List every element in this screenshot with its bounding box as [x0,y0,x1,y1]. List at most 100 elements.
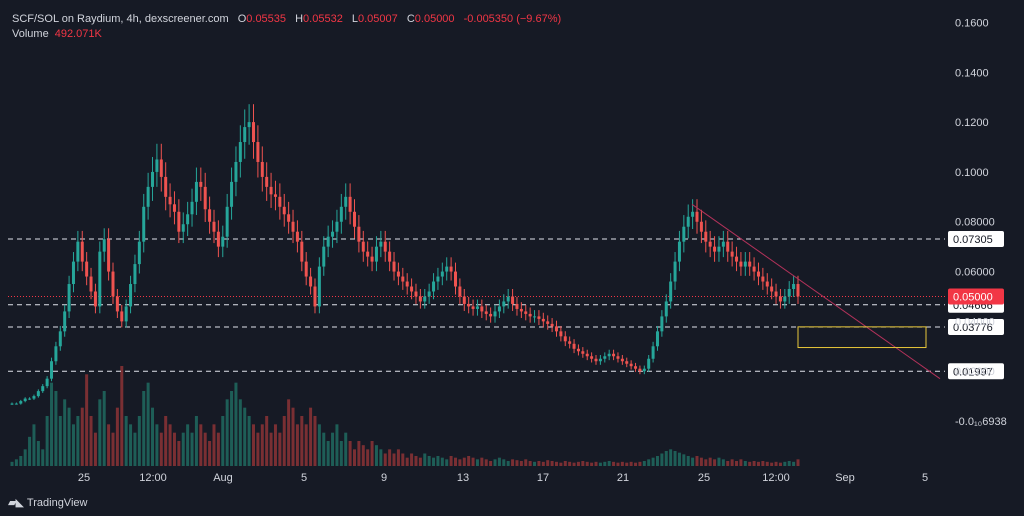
volume-bar [568,461,572,466]
candle-body [221,236,225,247]
candle-body [366,251,370,257]
candle-body [515,303,519,309]
candle-body [28,398,32,400]
candle-body [133,264,137,285]
volume-bar [89,416,93,466]
volume-bar [67,407,71,466]
volume-bar [357,441,361,466]
volume-label[interactable]: Volume [12,28,49,40]
volume-bar [796,459,800,466]
candle-body [256,142,260,162]
volume-bar [54,391,58,466]
volume-bar [309,407,313,466]
candle-body [506,296,510,302]
candle-body [225,206,229,237]
x-tick-label: 9 [381,472,387,484]
candle-body [484,311,488,314]
volume-bar [137,416,141,466]
x-axis[interactable]: 25 12:00 Aug 5 9 13 17 21 25 12:00 Sep 5 [78,472,928,484]
volume-bar [392,453,396,466]
candle-body [607,353,611,357]
volume-bar [445,459,449,466]
volume-bar [524,459,528,466]
volume-bar [199,424,203,466]
volume-bar [366,449,370,466]
y-tick-label: 0.08000 [955,217,995,229]
candle-body [765,281,769,287]
volume-bar [533,461,537,466]
candle-body [146,186,150,207]
x-tick-label: Aug [213,472,233,484]
volume-bar [181,432,185,466]
candle-body [396,271,400,277]
volume-bar [282,416,286,466]
volume-bar [295,424,299,466]
volume-bar [699,457,703,466]
x-tick-label: 17 [537,472,549,484]
volume-bar [634,462,638,466]
volume-bar [142,391,146,466]
candle-body [304,261,308,277]
volume-bar [252,424,256,466]
volume-bar [401,453,405,466]
candle-body [616,356,620,359]
drawings[interactable] [691,203,941,380]
volume-bar [695,456,699,466]
volume-bar [50,382,54,466]
candle-body [440,271,444,277]
volume-bar [748,461,752,466]
candle-body [111,271,115,297]
volume-bar [519,461,523,466]
volume-bar [660,453,664,466]
candle-body [326,236,330,247]
volume-bar [344,432,348,466]
candle-body [348,196,352,212]
volume-bar [98,399,102,466]
candle-body [115,296,119,312]
volume-bar [186,424,190,466]
level-label: 0.01997 [953,366,993,378]
candle-body [383,241,387,252]
tradingview-logo[interactable]: ▰◣ TradingView [8,496,87,510]
candle-body [392,261,396,272]
candle-body [550,323,554,327]
candle-body [309,276,313,287]
volume-bar [787,461,791,466]
candle-body [230,181,234,207]
volume-bar [269,432,273,466]
volume-bar [449,456,453,466]
candle-body [410,286,414,292]
candle-body [519,308,523,312]
candle-body [682,226,686,242]
candle-body [14,403,18,405]
candle-body [787,289,791,297]
volume-bar [440,457,444,466]
volume-bar [783,461,787,466]
candle-body [576,348,580,352]
volume-bar [63,399,67,466]
volume-bar [405,457,409,466]
candle-body [572,343,576,349]
y-axis[interactable]: 0.1600 0.1400 0.1200 0.1000 0.08000 0.06000 0.… [955,17,1007,428]
symbol-title[interactable]: SCF/SOL on Raydium, 4h, dexscreener.com [12,13,229,25]
volume-bar [177,441,181,466]
candle-body [686,216,690,227]
volume-bar [493,459,497,466]
candle-body [427,291,431,297]
volume-bar [230,391,234,466]
candle-body [489,313,493,317]
y-tick-label: 0.1600 [955,17,989,29]
volume-bar [71,424,75,466]
volume-bar [603,461,607,466]
volume-bar [80,407,84,466]
volume-bar [304,424,308,466]
candle-body [124,306,128,322]
candle-body [291,221,295,232]
x-tick-label: 5 [922,472,928,484]
candle-body [168,196,172,205]
candle-body [432,281,436,292]
candle-body [717,246,721,252]
